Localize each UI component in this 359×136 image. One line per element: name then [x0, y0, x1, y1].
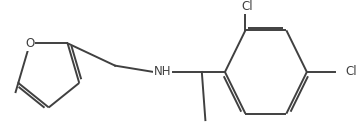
Text: O: O	[25, 37, 34, 50]
Text: NH: NH	[154, 66, 171, 78]
Text: Cl: Cl	[241, 0, 253, 13]
Text: Cl: Cl	[345, 66, 357, 78]
